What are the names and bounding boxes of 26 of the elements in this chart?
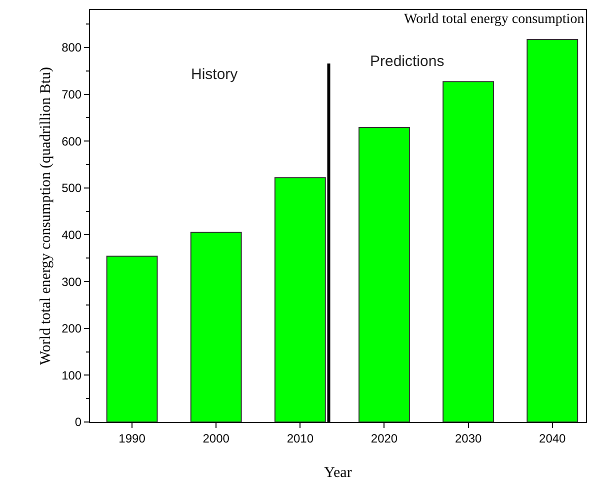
bar: [274, 177, 326, 422]
chart-title: World total energy consumption: [404, 12, 584, 27]
annotation: History: [191, 66, 238, 83]
x-tick-label: 2010: [286, 431, 314, 446]
y-tick-label: 100: [62, 368, 82, 382]
x-tick-label: 2000: [202, 431, 230, 446]
x-axis-title: Year: [324, 465, 352, 481]
x-tick-label: 2040: [539, 431, 566, 446]
bar: [358, 127, 410, 422]
y-tick-label: 0: [74, 415, 82, 430]
y-tick-label: 200: [62, 322, 82, 336]
y-tick-label: 400: [62, 228, 82, 242]
x-tick-label: 2020: [370, 431, 398, 446]
y-tick-label: 700: [62, 87, 82, 102]
x-tick-label: 2030: [454, 431, 482, 446]
bar: [106, 256, 158, 422]
y-axis-title: World total energy consumption (quadrillion Btu): [38, 66, 54, 366]
annotation: Predictions: [370, 53, 444, 70]
y-tick-label: 600: [62, 134, 82, 148]
bar: [442, 81, 494, 422]
y-tick-label: 500: [62, 181, 82, 196]
y-tick-label: 300: [62, 274, 82, 289]
bar: [526, 39, 578, 422]
x-tick-label: 1990: [118, 431, 146, 446]
y-tick-label: 800: [62, 40, 82, 55]
bar: [190, 232, 242, 422]
